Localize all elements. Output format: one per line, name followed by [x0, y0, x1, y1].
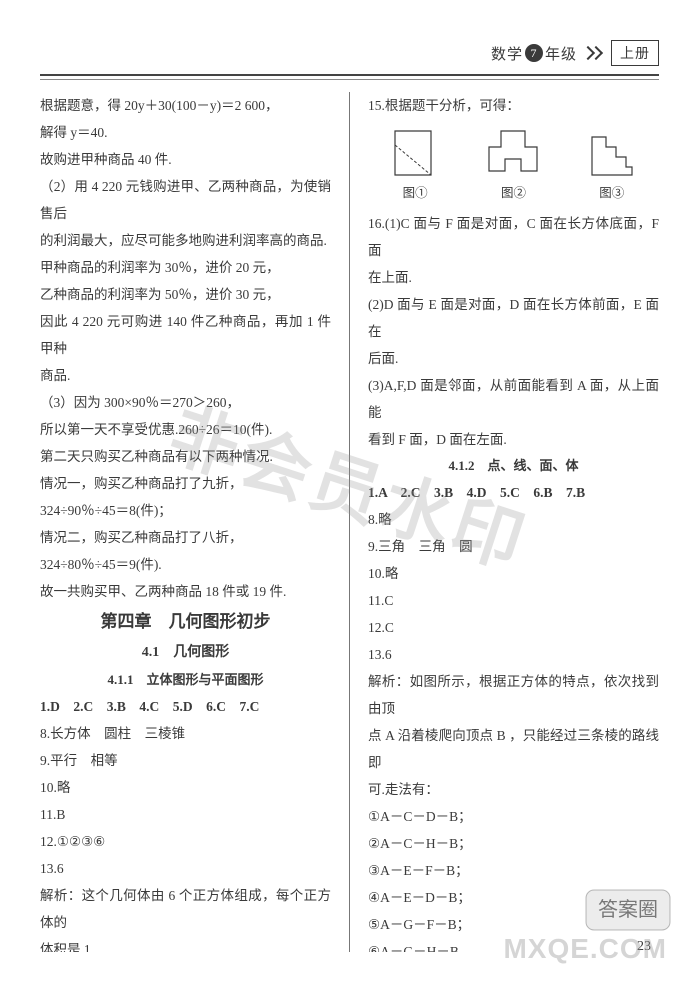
- answer-line: 12.①②③⑥: [40, 828, 331, 855]
- text-line: 解得 y＝40.: [40, 119, 331, 146]
- answer-line: 13.6: [40, 855, 331, 882]
- figure-2-svg: [481, 123, 545, 179]
- answer-line: 9.三角 三角 圆: [368, 533, 659, 560]
- text-line: (3)A,F,D 面是邻面，从前面能看到 A 面，从上面能: [368, 372, 659, 426]
- page-header: 数学 7 年级 上册: [40, 28, 659, 76]
- figure-3-svg: [584, 123, 640, 179]
- text-line: 324÷90％÷45＝8(件)；: [40, 497, 331, 524]
- text-line: 的利润最大，应尽可能多地购进利润率高的商品.: [40, 227, 331, 254]
- svg-text:答案圈: 答案圈: [598, 898, 658, 921]
- header-underline: [40, 79, 659, 80]
- volume-label: 上册: [611, 40, 659, 66]
- subject-label: 数学: [491, 43, 523, 64]
- text-line: 第二天只购买乙种商品有以下两种情况.: [40, 443, 331, 470]
- answer-line: 9.平行 相等: [40, 747, 331, 774]
- header-right: 数学 7 年级 上册: [491, 40, 659, 66]
- answer-line: 10.略: [40, 774, 331, 801]
- column-divider: [349, 92, 350, 952]
- text-line: 根据题意，得 20y＋30(100－y)＝2 600，: [40, 92, 331, 119]
- text-line: (2)D 面与 E 面是对面，D 面在长方体前面，E 面在: [368, 291, 659, 345]
- page: 非会员水印 数学 7 年级 上册 根据题意，得 20y＋30(100－y)＝2 …: [0, 0, 699, 983]
- figure-3-caption: 图③: [584, 181, 640, 206]
- figure-1-svg: [387, 123, 443, 179]
- figure-1: 图①: [387, 123, 443, 206]
- text-line: 点 A 沿着棱爬向顶点 B ，只能经过三条棱的路线即: [368, 722, 659, 776]
- text-line: 情况二，购买乙种商品打了八折，: [40, 524, 331, 551]
- site-watermark: MXQE.COM: [503, 933, 667, 965]
- section-title: 4.1 几何图形: [40, 639, 331, 667]
- text-line: 解析：这个几何体由 6 个正方体组成，每个正方体的: [40, 882, 331, 936]
- left-column: 根据题意，得 20y＋30(100－y)＝2 600， 解得 y＝40. 故购进…: [40, 92, 331, 952]
- path-line: ③A－E－F－B；: [368, 857, 659, 884]
- answer-line: 8.略: [368, 506, 659, 533]
- chevron-icon: [585, 48, 601, 58]
- text-line: （3）因为 300×90％＝270＞260，: [40, 389, 331, 416]
- answer-line: 12.C: [368, 614, 659, 641]
- answer-line: 13.6: [368, 641, 659, 668]
- answer-line: 1.D 2.C 3.B 4.C 5.D 6.C 7.C: [40, 693, 331, 720]
- text-line: 324÷80％÷45＝9(件).: [40, 551, 331, 578]
- text-line: 体积是 1.: [40, 936, 331, 952]
- text-line: 甲种商品的利润率为 30％，进价 20 元，: [40, 254, 331, 281]
- subsection-title-2: 4.1.2 点、线、面、体: [368, 453, 659, 479]
- text-line: 后面.: [368, 345, 659, 372]
- figure-1-caption: 图①: [387, 181, 443, 206]
- text-line: 乙种商品的利润率为 50％，进价 30 元，: [40, 281, 331, 308]
- text-line: 所以第一天不享受优惠.260÷26＝10(件).: [40, 416, 331, 443]
- answer-line: 8.长方体 圆柱 三棱锥: [40, 720, 331, 747]
- text-line: 故一共购买甲、乙两种商品 18 件或 19 件.: [40, 578, 331, 605]
- text-line: 在上面.: [368, 264, 659, 291]
- grade-suffix: 年级: [545, 43, 577, 64]
- figure-2: 图②: [481, 123, 545, 206]
- answer-line: 11.C: [368, 587, 659, 614]
- answer-stamp: 答案圈: [585, 889, 671, 931]
- content-columns: 根据题意，得 20y＋30(100－y)＝2 600， 解得 y＝40. 故购进…: [40, 92, 659, 952]
- text-line: 解析：如图所示，根据正方体的特点，依次找到由顶: [368, 668, 659, 722]
- text-line: 可.走法有：: [368, 776, 659, 803]
- chapter-title: 第四章 几何图形初步: [40, 605, 331, 639]
- text-line: 因此 4 220 元可购进 140 件乙种商品，再加 1 件甲种: [40, 308, 331, 362]
- figure-2-caption: 图②: [481, 181, 545, 206]
- text-line: 看到 F 面，D 面在左面.: [368, 426, 659, 453]
- figure-3: 图③: [584, 123, 640, 206]
- path-line: ②A－C－H－B；: [368, 830, 659, 857]
- answer-line: 11.B: [40, 801, 331, 828]
- right-column: 15.根据题干分析，可得： 图① 图②: [368, 92, 659, 952]
- text-line: （2）用 4 220 元钱购进甲、乙两种商品，为使销售后: [40, 173, 331, 227]
- answer-line: 1.A 2.C 3.B 4.D 5.C 6.B 7.B: [368, 479, 659, 506]
- text-line: 商品.: [40, 362, 331, 389]
- answer-line: 10.略: [368, 560, 659, 587]
- subsection-title: 4.1.1 立体图形与平面图形: [40, 667, 331, 693]
- text-line: 情况一，购买乙种商品打了九折，: [40, 470, 331, 497]
- text-line: 故购进甲种商品 40 件.: [40, 146, 331, 173]
- text-line: 16.(1)C 面与 F 面是对面，C 面在长方体底面，F 面: [368, 210, 659, 264]
- path-line: ①A－C－D－B；: [368, 803, 659, 830]
- grade-badge: 7: [525, 44, 543, 62]
- text-line: 15.根据题干分析，可得：: [368, 92, 659, 119]
- figure-row: 图① 图② 图③: [368, 123, 659, 206]
